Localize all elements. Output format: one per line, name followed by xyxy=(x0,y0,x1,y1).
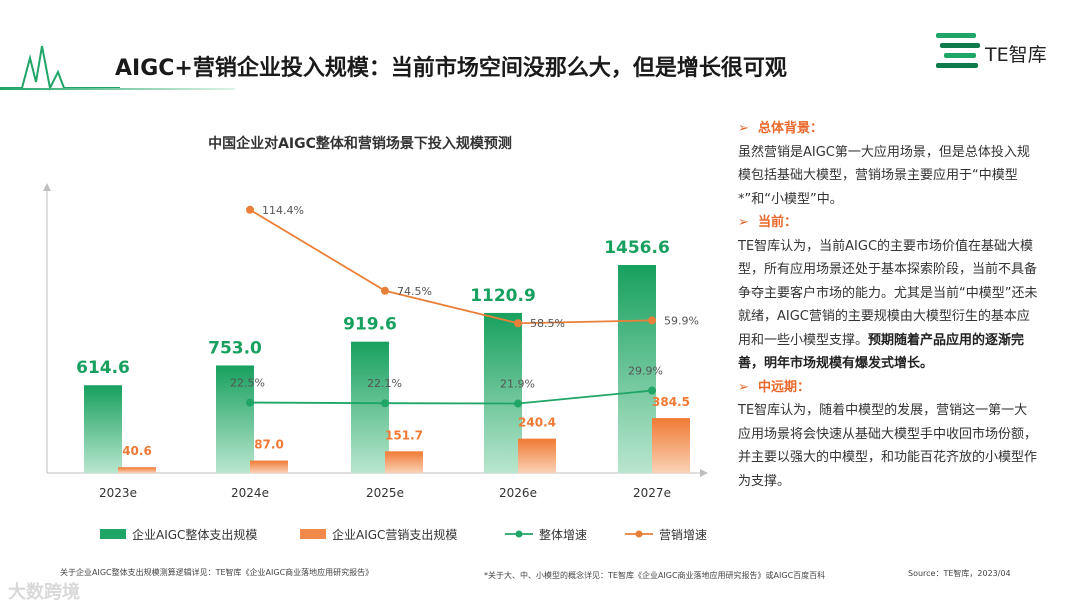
section-heading: ➢ 中远期： xyxy=(738,379,810,395)
header-underline xyxy=(0,88,235,90)
x-tick-label: 2026e xyxy=(499,486,537,500)
legend-swatch xyxy=(300,529,326,539)
total-growth-label: 21.9% xyxy=(500,378,535,391)
page-title: AIGC+营销企业投入规模：当前市场空间没那么大，但是增长很可观 xyxy=(115,56,787,81)
bar-marketing-spend xyxy=(250,460,288,473)
bar-marketing-label: 87.0 xyxy=(254,438,284,452)
logo-text: TE智库 xyxy=(985,44,1047,66)
x-tick-label: 2025e xyxy=(366,486,404,500)
bar-marketing-spend xyxy=(385,451,423,473)
bar-marketing-label: 40.6 xyxy=(122,444,152,458)
bar-total-spend xyxy=(484,312,522,473)
bar-total-spend xyxy=(84,385,122,473)
marketing-growth-point xyxy=(246,205,254,214)
x-axis-arrow xyxy=(700,469,708,477)
section-body: TE智库认为，当前AIGC的主要市场价值在基础大模型，所有应用场景还处于基本探索… xyxy=(738,238,1038,372)
section-body: TE智库认为，随着中模型的发展，营销这一第一大应用场景将会快速从基础大模型手中收… xyxy=(738,403,1038,489)
bar-total-label: 1456.6 xyxy=(604,238,670,258)
watermark: 大数跨境 xyxy=(8,582,80,603)
y-axis-arrow xyxy=(43,183,51,191)
bar-total-spend xyxy=(216,365,254,473)
legend-label: 营销增速 xyxy=(659,528,707,542)
section-highlight: 预期随着产品应用的逐渐完善，明年市场规模有爆发式增长。 xyxy=(738,332,1025,372)
section-longterm: ➢ 中远期： TE智库认为，随着中模型的发展，营销这一第一大应用场景将会快速从基… xyxy=(738,376,1038,494)
legend-marker xyxy=(515,530,523,538)
section-background: ➢ 总体背景： 虽然营销是AIGC第一大应用场景，但是总体投入规模包括基础大模型… xyxy=(738,117,1038,211)
total-growth-label: 22.5% xyxy=(230,377,265,390)
te-logo-icon xyxy=(936,33,980,68)
footnote-left: 关于企业AIGC整体支出规模测算逻辑详见：TE智库《企业AIGC商业落地应用研究… xyxy=(60,568,374,577)
marketing-growth-point xyxy=(514,319,522,328)
legend-swatch xyxy=(100,529,126,539)
total-growth-line xyxy=(249,389,653,405)
x-tick-label: 2023e xyxy=(99,486,137,500)
section-heading: ➢ 总体背景： xyxy=(738,121,823,136)
total-growth-point xyxy=(246,398,254,407)
bar-marketing-label: 240.4 xyxy=(518,416,556,430)
x-tick-label: 2027e xyxy=(633,486,671,500)
marketing-growth-label: 114.4% xyxy=(262,204,304,217)
marketing-growth-point xyxy=(381,286,389,295)
marketing-growth-label: 74.5% xyxy=(397,285,432,298)
section-current: ➢ 当前： TE智库认为，当前AIGC的主要市场价值在基础大模型，所有应用场景还… xyxy=(738,211,1038,376)
total-growth-label: 29.9% xyxy=(628,365,663,378)
footnote-mid: *关于大、中、小模型的概念详见：TE智库《企业AIGC商业落地应用研究报告》或A… xyxy=(484,571,826,580)
bar-marketing-label: 151.7 xyxy=(385,428,423,442)
legend-label: 企业AIGC整体支出规模 xyxy=(132,527,257,542)
bar-total-label: 919.6 xyxy=(343,315,397,335)
marketing-growth-label: 58.5% xyxy=(530,317,565,330)
heartbeat-decoration xyxy=(0,45,120,92)
x-tick-label: 2024e xyxy=(231,486,269,500)
legend-label: 整体增速 xyxy=(539,527,587,542)
total-growth-point xyxy=(648,386,656,395)
chart-title: 中国企业对AIGC整体和营销场景下投入规模预测 xyxy=(208,136,512,152)
bar-marketing-spend xyxy=(518,438,556,473)
section-body: 虽然营销是AIGC第一大应用场景，但是总体投入规模包括基础大模型，营销场景主要应… xyxy=(738,144,1030,207)
total-growth-label: 22.1% xyxy=(367,377,402,390)
marketing-growth-line xyxy=(249,208,653,325)
source: Source：TE智库，2023/04 xyxy=(908,569,1011,578)
bar-marketing-spend xyxy=(118,467,156,473)
total-growth-point xyxy=(514,399,522,408)
total-growth-point xyxy=(381,399,389,408)
bar-marketing-label: 384.5 xyxy=(652,395,690,409)
bar-total-label: 614.6 xyxy=(76,358,130,378)
bar-total-spend xyxy=(351,341,389,473)
marketing-growth-label: 59.9% xyxy=(664,314,699,327)
chart: 614.6 40.6 2023e 753.0 87.0 2024e 919.6 151.7 20… xyxy=(43,183,708,542)
legend-label: 企业AIGC营销支出规模 xyxy=(332,527,457,542)
legend-marker xyxy=(635,530,643,538)
sidebar-text: ➢ 总体背景： 虽然营销是AIGC第一大应用场景，但是总体投入规模包括基础大模型… xyxy=(738,117,1038,493)
bar-total-spend xyxy=(618,265,656,473)
marketing-growth-point xyxy=(648,316,656,325)
bar-total-label: 753.0 xyxy=(208,338,262,358)
section-heading: ➢ 当前： xyxy=(738,215,797,230)
bar-total-label: 1120.9 xyxy=(470,286,536,306)
bar-marketing-spend xyxy=(652,418,690,473)
